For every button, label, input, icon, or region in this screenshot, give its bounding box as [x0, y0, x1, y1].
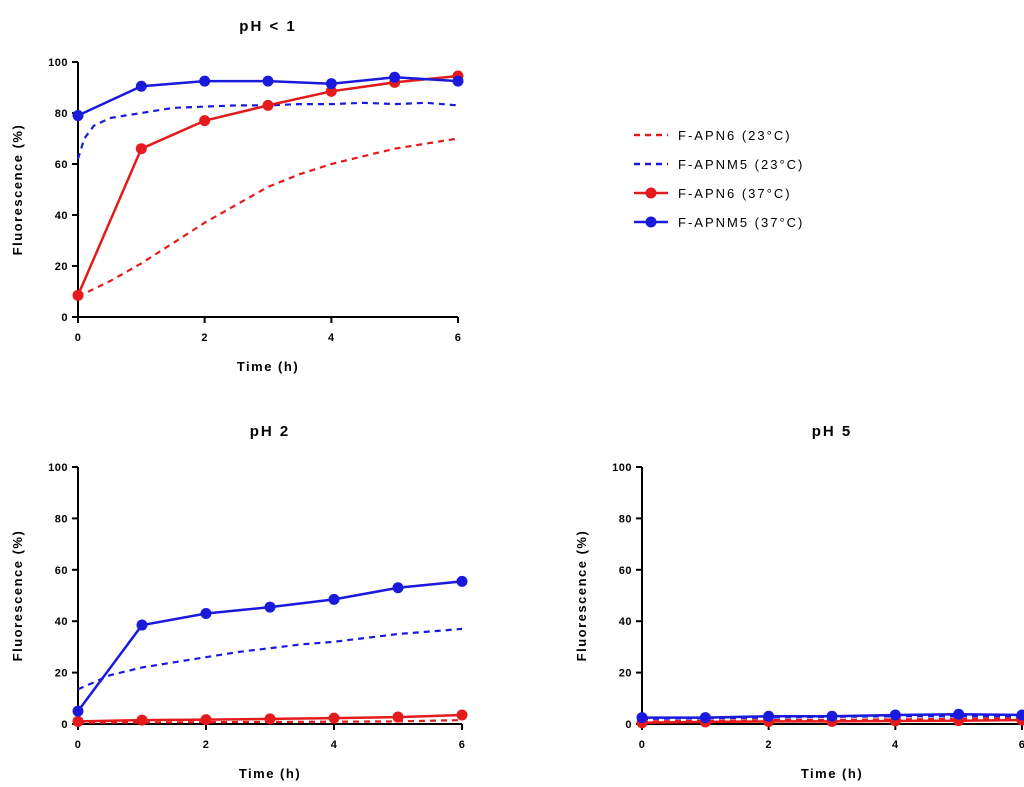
y-tick-label: 40	[55, 616, 68, 628]
x-axis-label: Time (h)	[239, 766, 301, 781]
data-point	[763, 710, 775, 722]
data-point	[392, 582, 404, 594]
data-point	[199, 115, 211, 127]
data-point	[826, 710, 838, 722]
x-tick-label: 6	[1019, 739, 1024, 751]
data-point	[136, 714, 148, 726]
x-tick-label: 4	[328, 332, 335, 344]
y-tick-label: 20	[55, 261, 68, 273]
legend-label: F-APN6 (37°C)	[678, 186, 792, 201]
x-tick-label: 2	[765, 739, 772, 751]
data-point	[889, 709, 901, 721]
data-point	[199, 75, 211, 87]
y-tick-label: 100	[612, 462, 632, 474]
data-point	[325, 85, 337, 97]
x-tick-label: 2	[203, 739, 210, 751]
data-point	[328, 712, 340, 724]
y-tick-label: 60	[55, 159, 68, 171]
data-point	[389, 71, 401, 83]
data-point	[72, 110, 84, 122]
chart-title: pH 5	[812, 423, 853, 440]
legend-label: F-APNM5 (23°C)	[678, 157, 804, 172]
y-tick-label: 100	[48, 57, 68, 69]
legend: F-APN6 (23°C) F-APNM5 (23°C) F-APN6 (37°C)…	[634, 128, 804, 230]
legend-item: F-APN6 (37°C)	[634, 186, 792, 201]
legend-item: F-APNM5 (37°C)	[634, 215, 804, 230]
panel-3: 0 20 40 60 80 100 0 2 4 6 pH 5 Time (h) Fluorescence…	[574, 423, 1024, 781]
data-point	[72, 715, 84, 727]
y-tick-label: 80	[619, 513, 632, 525]
x-axis-label: Time (h)	[237, 359, 299, 374]
y-tick-label: 40	[619, 616, 632, 628]
y-tick-label: 80	[55, 513, 68, 525]
series-line-4	[76, 580, 463, 712]
x-tick-label: 6	[459, 739, 466, 751]
data-point	[1016, 709, 1024, 721]
series-line-2	[77, 627, 463, 691]
data-point	[200, 607, 212, 619]
y-axis-label: Fluorescence (%)	[574, 530, 589, 662]
data-point	[452, 75, 464, 87]
legend-marker	[645, 187, 657, 199]
legend-label: F-APNM5 (37°C)	[678, 215, 804, 230]
data-point	[456, 575, 468, 587]
panel-1: 0 20 40 60 80 100 0 2 4 6 pH < 1 Time (h) Fluorescen…	[10, 18, 464, 374]
data-point	[456, 709, 468, 721]
legend-item: F-APNM5 (23°C)	[634, 157, 804, 172]
y-tick-label: 40	[55, 210, 68, 222]
data-point	[262, 99, 274, 111]
y-tick-label: 80	[55, 108, 68, 120]
y-tick-label: 60	[55, 565, 68, 577]
data-point	[699, 712, 711, 724]
data-point	[264, 601, 276, 613]
x-tick-label: 0	[75, 739, 82, 751]
legend-marker	[645, 216, 657, 228]
x-tick-label: 0	[639, 739, 646, 751]
x-tick-label: 4	[892, 739, 899, 751]
y-tick-label: 0	[625, 719, 632, 731]
data-point	[325, 78, 337, 90]
data-point	[262, 75, 274, 87]
y-tick-label: 0	[61, 719, 68, 731]
data-point	[264, 713, 276, 725]
y-tick-label: 20	[55, 668, 68, 680]
y-axis-label: Fluorescence (%)	[10, 530, 25, 662]
data-point	[135, 143, 147, 155]
data-point	[636, 712, 648, 724]
chart-title: pH < 1	[239, 18, 296, 35]
x-tick-label: 6	[455, 332, 462, 344]
data-point	[392, 711, 404, 723]
y-axis-label: Fluorescence (%)	[10, 124, 25, 256]
y-tick-label: 20	[619, 668, 632, 680]
y-tick-label: 0	[61, 312, 68, 324]
legend-label: F-APN6 (23°C)	[678, 128, 792, 143]
x-tick-label: 4	[331, 739, 338, 751]
chart-title: pH 2	[250, 423, 291, 440]
data-point	[136, 619, 148, 631]
data-point	[72, 289, 84, 301]
y-tick-label: 100	[48, 462, 68, 474]
x-tick-label: 2	[201, 332, 208, 344]
series-line-2	[76, 101, 459, 160]
panel-2: 0 20 40 60 80 100 0 2 4 6 pH 2 Time (h) Fluorescence…	[10, 423, 468, 781]
data-point	[953, 708, 965, 720]
x-axis-label: Time (h)	[801, 766, 863, 781]
data-point	[72, 705, 84, 717]
legend-item: F-APN6 (23°C)	[634, 128, 792, 143]
x-tick-label: 0	[75, 332, 82, 344]
y-tick-label: 60	[619, 565, 632, 577]
series-line-1	[77, 137, 459, 298]
data-point	[200, 714, 212, 726]
data-point	[328, 593, 340, 605]
data-point	[135, 80, 147, 92]
